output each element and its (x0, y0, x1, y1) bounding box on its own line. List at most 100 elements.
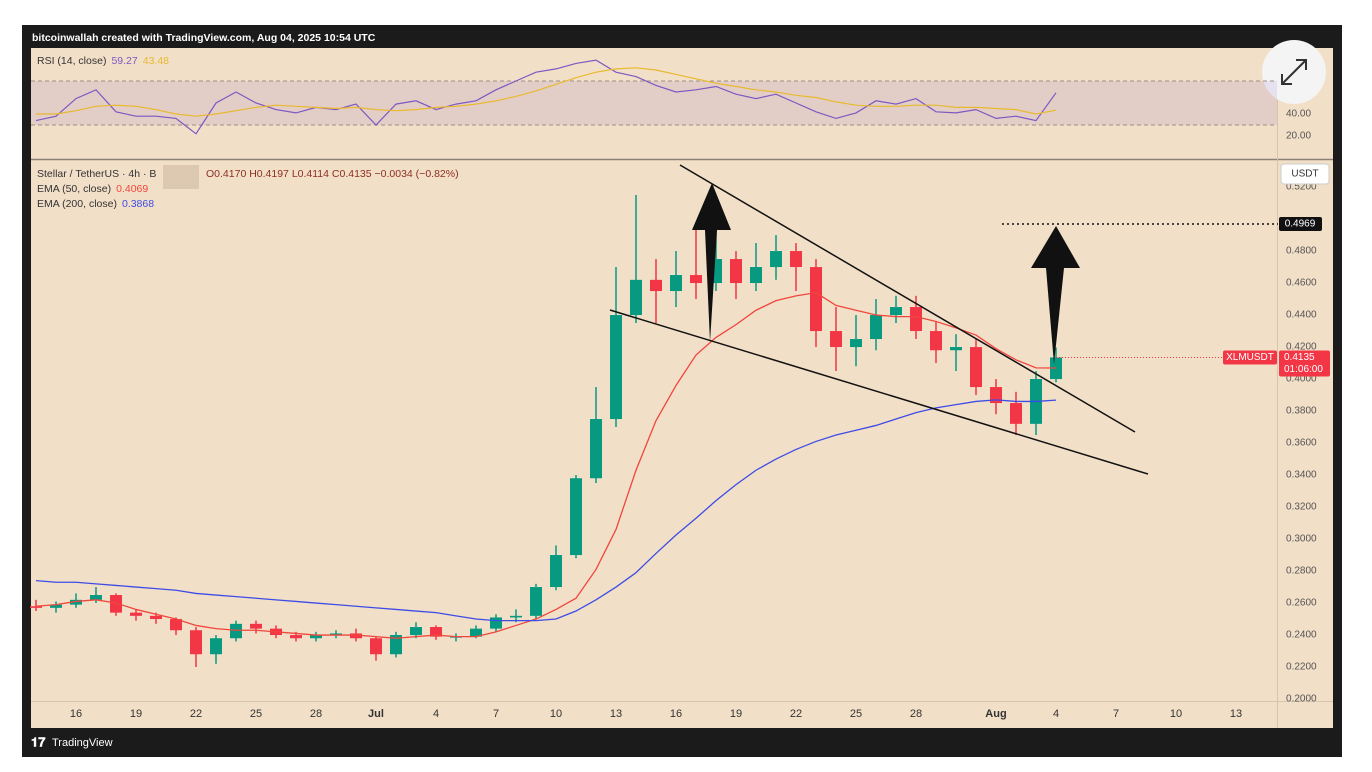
candle-body (950, 347, 962, 351)
symbol: XLMUSDT (1226, 352, 1274, 363)
legend-value: 43.48 (143, 55, 169, 67)
candle-body (750, 267, 762, 284)
currency-box (1280, 163, 1330, 185)
candle-body (430, 627, 442, 637)
candle-body (890, 307, 902, 316)
candle-body (210, 638, 222, 655)
panel (31, 48, 1333, 728)
y-tick-label: 0.4400 (1286, 310, 1317, 321)
legend-label: EMA (50, close) (37, 183, 111, 195)
expand-icon (1281, 59, 1307, 85)
ohlc-legend: O0.4170 H0.4197 L0.4114 C0.4135 −0.0034 … (206, 168, 459, 180)
x-tick-label: 10 (550, 708, 562, 720)
trendline (679, 164, 1136, 433)
y-tick-label: 0.3800 (1286, 406, 1317, 417)
candle-body (130, 612, 142, 616)
header: bitcoinwallah created with TradingView.c… (32, 32, 376, 44)
candle-body (170, 619, 182, 631)
candle-body (410, 627, 422, 636)
y-tick-label: 0.5200 (1286, 182, 1317, 193)
candle-body (110, 595, 122, 613)
series-line (36, 67, 1057, 117)
y-tick-label: 0.4000 (1286, 374, 1317, 385)
candle-body (810, 267, 822, 332)
y-tick-label: 0.3200 (1286, 502, 1317, 513)
last-price: 0.4135 (1284, 352, 1315, 363)
x-tick-label: 16 (70, 708, 82, 720)
candle-body (70, 599, 82, 605)
candle-body (290, 635, 302, 639)
rsi-title: RSI (14, close) (37, 55, 106, 67)
candle-body (50, 604, 62, 608)
candle-body (90, 595, 102, 600)
x-tick-label: 13 (1230, 708, 1242, 720)
candle-body (690, 275, 702, 284)
candle-body (190, 630, 202, 655)
y-tick-label: 0.4200 (1286, 342, 1317, 353)
candle-body (610, 315, 622, 420)
candle-body (390, 635, 402, 655)
currency: USDT (1291, 169, 1318, 180)
x-tick-label: 4 (1053, 708, 1059, 720)
candle-body (470, 628, 482, 637)
x-tick-label: 7 (493, 708, 499, 720)
candle-body (330, 633, 342, 636)
x-tick-label: 16 (670, 708, 682, 720)
y-tick-label: 0.2200 (1286, 662, 1317, 673)
candle-body (530, 587, 542, 616)
candle-body (310, 635, 322, 639)
y-tick-label: 0.4800 (1286, 246, 1317, 257)
candle-body (790, 251, 802, 268)
countdown: 01:06:00 (1284, 364, 1323, 375)
candle-body (630, 279, 642, 316)
x-tick-label: 28 (310, 708, 322, 720)
candle-body (510, 615, 522, 618)
candle-body (830, 331, 842, 348)
series-line (35, 399, 1057, 622)
legend-value: 59.27 (111, 55, 137, 67)
candle-body (30, 606, 42, 608)
candle-body (230, 623, 242, 639)
candle-body (1010, 403, 1022, 424)
legend-label: EMA (200, close) (37, 198, 117, 210)
candle-body (650, 279, 662, 292)
logo-mark: 𝟏𝟕 (31, 734, 46, 749)
x-tick-label: 7 (1113, 708, 1119, 720)
y-tick-label: 0.4600 (1286, 278, 1317, 289)
x-tick-label: 22 (190, 708, 202, 720)
x-tick-label: 10 (1170, 708, 1182, 720)
candle-body (870, 315, 882, 340)
series-line (35, 59, 1057, 135)
last-price-box (1279, 350, 1330, 377)
target-label-box (1279, 217, 1322, 231)
candle-body (550, 555, 562, 588)
y-tick-label: 0.2400 (1286, 630, 1317, 641)
candle-body (490, 617, 502, 629)
candle-body (730, 259, 742, 284)
target-label: 0.4969 (1285, 219, 1316, 230)
x-tick-label: Jul (368, 708, 384, 720)
candle-body (670, 275, 682, 292)
rsi-band (31, 81, 1277, 125)
x-tick-label: 19 (730, 708, 742, 720)
y-tick-label: 0.3400 (1286, 470, 1317, 481)
candle-body (770, 251, 782, 268)
x-tick-label: 25 (850, 708, 862, 720)
candle-body (370, 638, 382, 655)
chart-title: Stellar / TetherUS · 4h · B (37, 168, 156, 180)
candle-body (990, 387, 1002, 404)
candle-body (1050, 357, 1062, 380)
candle-body (250, 623, 262, 629)
x-tick-label: 22 (790, 708, 802, 720)
legend-value: 0.3868 (122, 198, 154, 210)
legend-value: 0.4069 (116, 183, 148, 195)
x-tick-label: 19 (130, 708, 142, 720)
candle-body (970, 347, 982, 388)
series-line (35, 291, 1057, 639)
footer: TradingView (52, 737, 113, 749)
y-tick-label: 20.00 (1286, 131, 1311, 142)
arrow (692, 183, 731, 342)
x-tick-label: Aug (985, 708, 1006, 720)
x-tick-label: 13 (610, 708, 622, 720)
